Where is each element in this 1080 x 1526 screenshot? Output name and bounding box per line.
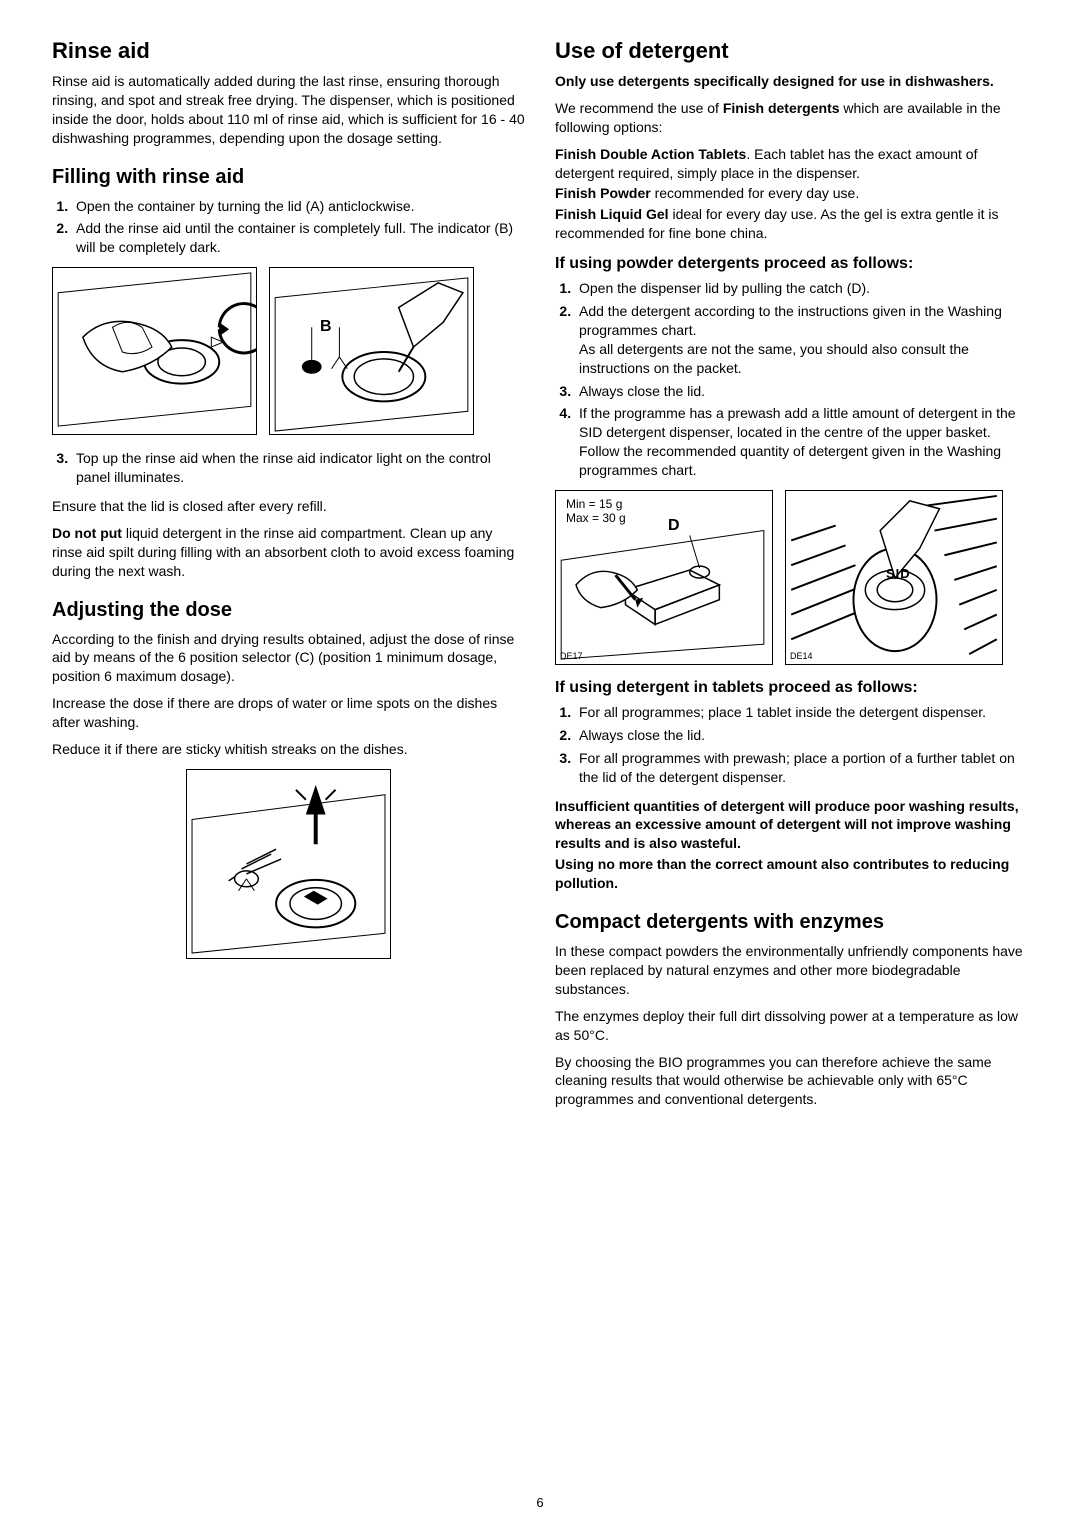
heading-rinse-aid: Rinse aid xyxy=(52,38,525,64)
caption-de17: DE17 xyxy=(560,651,583,661)
para-tablets: Finish Double Action Tablets. Each table… xyxy=(555,145,1028,183)
right-column: Use of detergent Only use detergents spe… xyxy=(555,38,1028,1117)
detergent-diagram-row: Min = 15 g Max = 30 g D DE17 xyxy=(555,490,1028,665)
tablets-bold: Finish Double Action Tablets xyxy=(555,146,746,162)
heading-powder-steps: If using powder detergents proceed as fo… xyxy=(555,255,1028,273)
para-ensure: Ensure that the lid is closed after ever… xyxy=(52,497,525,516)
tablet-steps: For all programmes; place 1 tablet insid… xyxy=(555,703,1028,787)
rec-bold: Finish detergents xyxy=(723,100,840,116)
para-recommend: We recommend the use of Finish detergent… xyxy=(555,99,1028,137)
para-compact3: By choosing the BIO programmes you can t… xyxy=(555,1053,1028,1110)
heading-use: Use of detergent xyxy=(555,38,1028,64)
filling-steps: Open the container by turning the lid (A… xyxy=(52,197,525,258)
page-number: 6 xyxy=(536,1495,543,1510)
heading-tablets-steps: If using detergent in tablets proceed as… xyxy=(555,679,1028,697)
fill-step-2: Add the rinse aid until the container is… xyxy=(72,219,525,257)
heading-filling: Filling with rinse aid xyxy=(52,166,525,189)
powder-step-3: Always close the lid. xyxy=(575,382,1028,401)
diagram-detergent-d: Min = 15 g Max = 30 g D DE17 xyxy=(555,490,773,665)
para-adjust3: Reduce it if there are sticky whitish st… xyxy=(52,740,525,759)
diagram-sid: SID DE14 xyxy=(785,490,1003,665)
powder-steps: Open the dispenser lid by pulling the ca… xyxy=(555,279,1028,480)
rinse-b-svg xyxy=(270,268,473,434)
para-compact2: The enzymes deploy their full dirt disso… xyxy=(555,1007,1028,1045)
rinse-a-svg xyxy=(53,268,256,434)
diagram-rinse-a xyxy=(52,267,257,435)
diagram-rinse-b: B xyxy=(269,267,474,435)
left-column: Rinse aid Rinse aid is automatically add… xyxy=(52,38,525,1117)
rec-1: We recommend the use of xyxy=(555,100,723,116)
para-rinse-aid: Rinse aid is automatically added during … xyxy=(52,72,525,148)
adjust-svg xyxy=(187,770,390,958)
para-powder: Finish Powder recommended for every day … xyxy=(555,184,1028,203)
powder-step-4: If the programme has a prewash add a lit… xyxy=(575,404,1028,480)
page-columns: Rinse aid Rinse aid is automatically add… xyxy=(52,38,1028,1117)
para-nomore: Using no more than the correct amount al… xyxy=(555,855,1028,893)
tablet-step-2: Always close the lid. xyxy=(575,726,1028,745)
donot-rest: liquid detergent in the rinse aid compar… xyxy=(52,525,514,579)
fill-step-1: Open the container by turning the lid (A… xyxy=(72,197,525,216)
para-adjust1: According to the finish and drying resul… xyxy=(52,630,525,687)
para-gel: Finish Liquid Gel ideal for every day us… xyxy=(555,205,1028,243)
gel-bold: Finish Liquid Gel xyxy=(555,206,669,222)
para-insufficient: Insufficient quantities of detergent wil… xyxy=(555,797,1028,854)
para-compact1: In these compact powders the environment… xyxy=(555,942,1028,999)
tablet-step-1: For all programmes; place 1 tablet insid… xyxy=(575,703,1028,722)
donot-bold: Do not put xyxy=(52,525,122,541)
filling-steps-cont: Top up the rinse aid when the rinse aid … xyxy=(52,449,525,487)
label-d: D xyxy=(668,517,680,535)
powder-rest: recommended for every day use. xyxy=(651,185,860,201)
fill-step-3: Top up the rinse aid when the rinse aid … xyxy=(72,449,525,487)
powder-step-1: Open the dispenser lid by pulling the ca… xyxy=(575,279,1028,298)
min-max-labels: Min = 15 g Max = 30 g xyxy=(566,497,626,526)
powder-step-2: Add the detergent according to the instr… xyxy=(575,302,1028,378)
adjust-diagram-row xyxy=(52,769,525,959)
heading-compact: Compact detergents with enzymes xyxy=(555,911,1028,934)
min-label: Min = 15 g xyxy=(566,497,626,511)
label-b: B xyxy=(320,318,332,336)
diagram-adjust xyxy=(186,769,391,959)
para-donot: Do not put liquid detergent in the rinse… xyxy=(52,524,525,581)
para-only: Only use detergents specifically designe… xyxy=(555,72,1028,91)
para-adjust2: Increase the dose if there are drops of … xyxy=(52,694,525,732)
powder-bold: Finish Powder xyxy=(555,185,651,201)
caption-de14: DE14 xyxy=(790,651,813,661)
rinse-diagram-row: B xyxy=(52,267,525,435)
tablet-step-3: For all programmes with prewash; place a… xyxy=(575,749,1028,787)
max-label: Max = 30 g xyxy=(566,511,626,525)
heading-adjust: Adjusting the dose xyxy=(52,599,525,622)
label-sid: SID xyxy=(886,566,911,581)
